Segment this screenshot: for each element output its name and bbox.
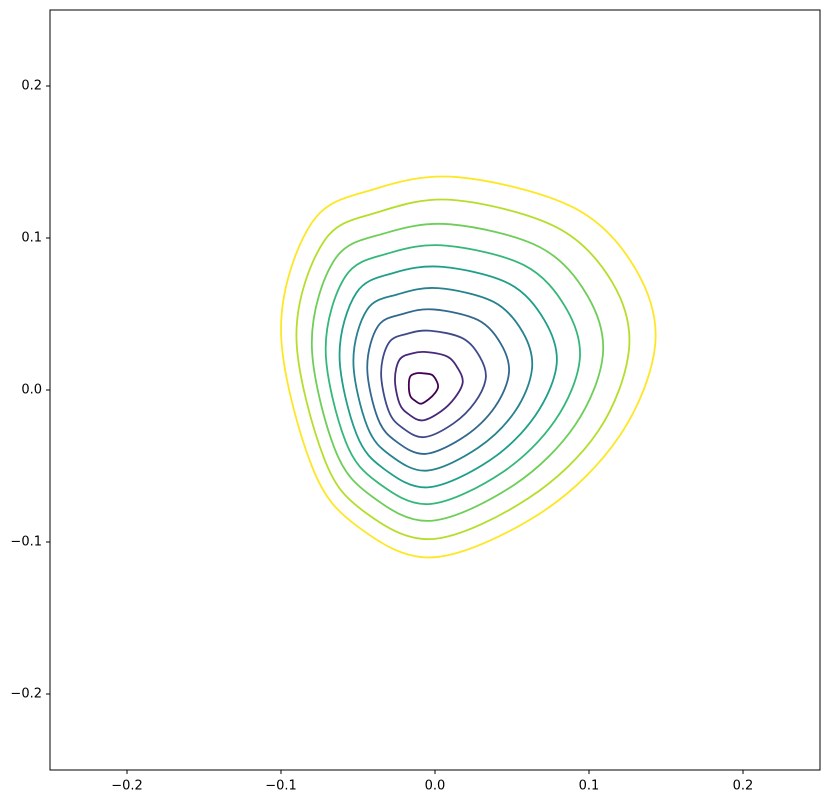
x-tick-label: 0.1 xyxy=(579,779,600,794)
contour-line xyxy=(295,198,631,540)
y-tick-label: 0.0 xyxy=(21,383,42,398)
y-tick-label: 0.1 xyxy=(21,231,42,246)
x-tick-label: 0.2 xyxy=(733,779,754,794)
y-tick-label: −0.1 xyxy=(10,535,42,550)
contour-line xyxy=(352,287,534,472)
contour-line xyxy=(310,222,605,522)
contour-line xyxy=(280,175,657,559)
contour-line xyxy=(394,350,464,422)
x-tick-label: −0.1 xyxy=(265,779,297,794)
contour-line xyxy=(324,244,581,505)
y-tick-label: −0.2 xyxy=(10,687,42,702)
contour-line xyxy=(407,372,440,405)
contour-line xyxy=(338,265,558,489)
y-tick-label: 0.2 xyxy=(21,79,42,94)
x-tick-label: 0.0 xyxy=(425,779,446,794)
contour-line xyxy=(366,308,510,455)
plot-frame xyxy=(49,9,821,771)
x-tick-label: −0.2 xyxy=(111,779,143,794)
contour-line xyxy=(380,329,487,439)
